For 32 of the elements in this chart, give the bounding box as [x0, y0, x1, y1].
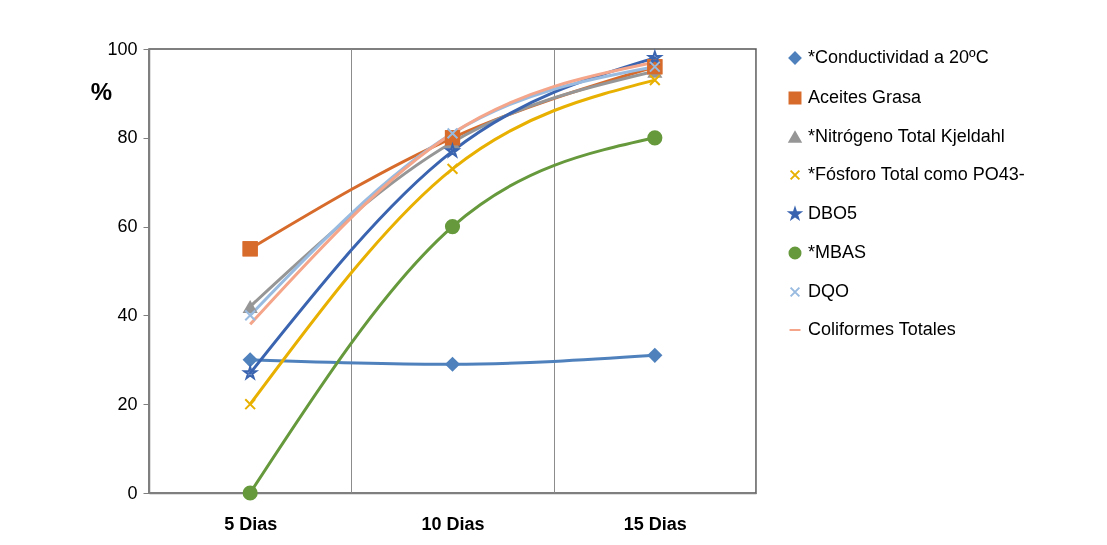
- point: [242, 241, 258, 257]
- point: [648, 74, 661, 86]
- y-tick-label: 80: [117, 127, 138, 148]
- legend-label: *Fósforo Total como PO43-: [808, 164, 1025, 184]
- y-tick-label: 20: [117, 393, 138, 414]
- y-tick-label: 40: [117, 304, 138, 325]
- y-tick-label: 60: [117, 216, 138, 237]
- point: [444, 356, 461, 372]
- point: [242, 485, 258, 501]
- x-tick-label: 15 Dias: [623, 513, 687, 534]
- point: [444, 219, 461, 235]
- x-tick-label: 5 Dias: [224, 513, 278, 534]
- legend-label: DQO: [808, 281, 850, 301]
- legend-label: DBO5: [808, 203, 858, 223]
- legend-label: *Nitrógeno Total Kjeldahl: [808, 126, 1005, 146]
- legend-label: *Conductividad a 20ºC: [808, 47, 989, 67]
- point: [244, 398, 257, 411]
- legend-label: Coliformes Totales: [808, 319, 956, 339]
- point: [443, 142, 462, 159]
- legend-label: *MBAS: [808, 242, 867, 262]
- point: [646, 48, 664, 66]
- y-axis-title: %: [90, 77, 113, 105]
- y-tick-label: 0: [127, 482, 138, 503]
- point: [647, 347, 663, 363]
- point: [242, 352, 258, 368]
- point: [446, 162, 459, 175]
- point: [446, 127, 459, 140]
- point: [244, 309, 257, 322]
- point: [647, 130, 663, 146]
- y-tick-label: 100: [107, 38, 138, 59]
- x-tick-label: 10 Dias: [421, 513, 485, 534]
- legend-label: Aceites Grasa: [808, 87, 923, 107]
